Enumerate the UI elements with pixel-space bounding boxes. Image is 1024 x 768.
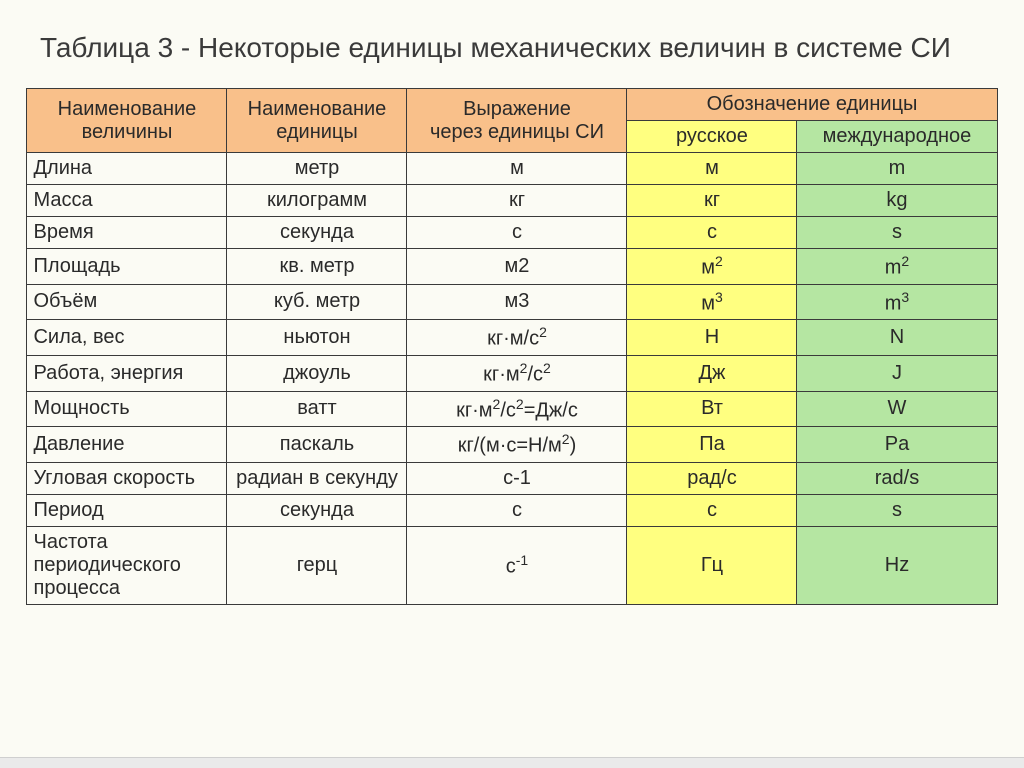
cell-quantity-name: Длина xyxy=(27,153,227,185)
table-row: Частота периодического процессагерцс-1Гц… xyxy=(27,526,997,604)
cell-unit-name: ньютон xyxy=(227,320,407,356)
table-row: Мощностьватткг·м2/с2=Дж/сВтW xyxy=(27,391,997,427)
header-russian: русское xyxy=(627,121,797,153)
cell-expression: с xyxy=(407,494,627,526)
header-label: величины xyxy=(82,121,173,143)
cell-quantity-name: Период xyxy=(27,494,227,526)
cell-expression: кг xyxy=(407,185,627,217)
cell-expression: м xyxy=(407,153,627,185)
cell-unit-name: секунда xyxy=(227,494,407,526)
cell-unit-name: кв. метр xyxy=(227,249,407,285)
cell-russian-notation: кг xyxy=(627,185,797,217)
cell-unit-name: джоуль xyxy=(227,355,407,391)
cell-quantity-name: Угловая скорость xyxy=(27,462,227,494)
table-row: Площадькв. метрм2м2m2 xyxy=(27,249,997,285)
cell-russian-notation: Па xyxy=(627,427,797,463)
table-row: Угловая скоростьрадиан в секундус-1рад/с… xyxy=(27,462,997,494)
table-row: Периодсекундассs xyxy=(27,494,997,526)
cell-unit-name: метр xyxy=(227,153,407,185)
table-row: Давлениепаскалькг/(м·с=Н/м2)ПаPa xyxy=(27,427,997,463)
cell-quantity-name: Мощность xyxy=(27,391,227,427)
cell-international-notation: N xyxy=(797,320,997,356)
cell-russian-notation: Н xyxy=(627,320,797,356)
cell-quantity-name: Давление xyxy=(27,427,227,463)
cell-expression: кг·м2/с2=Дж/с xyxy=(407,391,627,427)
cell-international-notation: Pa xyxy=(797,427,997,463)
cell-expression: кг/(м·с=Н/м2) xyxy=(407,427,627,463)
page: Таблица 3 - Некоторые единицы механическ… xyxy=(0,0,1024,768)
table-row: Сила, весньютонкг·м/с2НN xyxy=(27,320,997,356)
cell-international-notation: m xyxy=(797,153,997,185)
cell-expression: с xyxy=(407,217,627,249)
cell-quantity-name: Объём xyxy=(27,284,227,320)
header-international: международное xyxy=(797,121,997,153)
table-header: Наименование величины Наименование едини… xyxy=(27,89,997,153)
cell-unit-name: килограмм xyxy=(227,185,407,217)
cell-quantity-name: Время xyxy=(27,217,227,249)
table-row: Времясекундассs xyxy=(27,217,997,249)
cell-international-notation: J xyxy=(797,355,997,391)
table-row: Объёмкуб. метрм3м3m3 xyxy=(27,284,997,320)
cell-russian-notation: с xyxy=(627,217,797,249)
table-title: Таблица 3 - Некоторые единицы механическ… xyxy=(40,32,996,64)
cell-quantity-name: Площадь xyxy=(27,249,227,285)
cell-international-notation: Hz xyxy=(797,526,997,604)
cell-russian-notation: м2 xyxy=(627,249,797,285)
cell-international-notation: s xyxy=(797,217,997,249)
cell-international-notation: s xyxy=(797,494,997,526)
table-row: Массакилограммкгкгkg xyxy=(27,185,997,217)
cell-unit-name: герц xyxy=(227,526,407,604)
cell-russian-notation: Гц xyxy=(627,526,797,604)
header-label: Наименование xyxy=(58,98,197,120)
header-label: Выражение xyxy=(463,98,571,120)
cell-expression: с-1 xyxy=(407,526,627,604)
cell-international-notation: m2 xyxy=(797,249,997,285)
header-quantity-name: Наименование величины xyxy=(27,89,227,153)
header-expression: Выражение через единицы СИ xyxy=(407,89,627,153)
cell-international-notation: kg xyxy=(797,185,997,217)
cell-quantity-name: Частота периодического процесса xyxy=(27,526,227,604)
cell-expression: с-1 xyxy=(407,462,627,494)
footer-bar xyxy=(0,757,1024,768)
table-row: Работа, энергияджоулькг·м2/с2ДжJ xyxy=(27,355,997,391)
cell-russian-notation: Дж xyxy=(627,355,797,391)
header-notation-group: Обозначение единицы xyxy=(627,89,997,121)
cell-unit-name: ватт xyxy=(227,391,407,427)
cell-expression: м3 xyxy=(407,284,627,320)
cell-russian-notation: м xyxy=(627,153,797,185)
cell-unit-name: паскаль xyxy=(227,427,407,463)
cell-quantity-name: Масса xyxy=(27,185,227,217)
cell-unit-name: секунда xyxy=(227,217,407,249)
cell-unit-name: куб. метр xyxy=(227,284,407,320)
table-row: Длинаметрммm xyxy=(27,153,997,185)
header-label: Наименование xyxy=(248,98,387,120)
cell-unit-name: радиан в секунду xyxy=(227,462,407,494)
cell-russian-notation: Вт xyxy=(627,391,797,427)
cell-russian-notation: с xyxy=(627,494,797,526)
cell-international-notation: m3 xyxy=(797,284,997,320)
header-label: через единицы СИ xyxy=(430,121,604,143)
cell-expression: м2 xyxy=(407,249,627,285)
cell-international-notation: W xyxy=(797,391,997,427)
cell-international-notation: rad/s xyxy=(797,462,997,494)
header-unit-name: Наименование единицы xyxy=(227,89,407,153)
cell-expression: кг·м2/с2 xyxy=(407,355,627,391)
header-label: единицы xyxy=(276,121,358,143)
cell-expression: кг·м/с2 xyxy=(407,320,627,356)
table-body: ДлинаметрммmМассакилограммкгкгkgВремясек… xyxy=(27,153,997,605)
cell-russian-notation: м3 xyxy=(627,284,797,320)
cell-quantity-name: Сила, вес xyxy=(27,320,227,356)
cell-russian-notation: рад/с xyxy=(627,462,797,494)
cell-quantity-name: Работа, энергия xyxy=(27,355,227,391)
si-units-table: Наименование величины Наименование едини… xyxy=(26,88,997,605)
